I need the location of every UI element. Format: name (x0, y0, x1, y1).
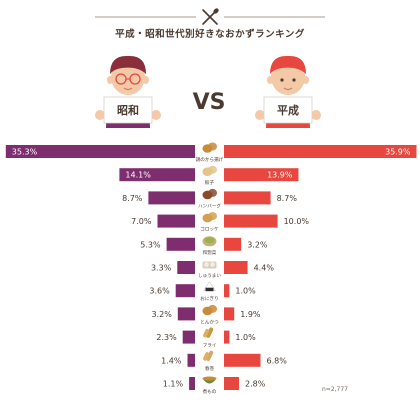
sample-size-note: n=2,777 (321, 386, 348, 393)
value-label-heisei-1: 13.9% (267, 171, 293, 180)
bar-heisei-1 (224, 168, 299, 182)
value-label-showa-0: 35.3% (12, 148, 38, 157)
bar-heisei-9 (224, 353, 261, 367)
bar-heisei-2 (224, 191, 271, 205)
value-label-heisei-7: 1.9% (240, 310, 261, 319)
karaage-icon (202, 142, 217, 153)
bar-showa-1 (119, 168, 195, 182)
value-label-showa-9: 1.4% (161, 356, 182, 365)
bar-showa-10 (189, 377, 195, 390)
fork-spoon-icon (202, 8, 219, 25)
value-label-showa-5: 3.3% (151, 264, 172, 273)
croquette-icon (202, 212, 217, 223)
value-label-heisei-4: 3.2% (247, 240, 268, 249)
showa-person-label: 昭和 (117, 103, 139, 117)
bar-showa-2 (148, 191, 195, 205)
value-label-heisei-3: 10.0% (284, 217, 310, 226)
chart-title: 平成・昭和世代別好きなおかずランキング (115, 29, 305, 40)
value-label-heisei-6: 1.0% (235, 287, 256, 296)
category-label-8: フライ (203, 343, 217, 349)
bar-showa-5 (177, 261, 195, 274)
category-label-2: ハンバーグ (198, 202, 221, 209)
bar-showa-8 (182, 330, 195, 344)
bar-heisei-7 (224, 307, 235, 321)
value-label-showa-6: 3.6% (149, 287, 170, 296)
hamburg-icon (202, 188, 217, 200)
bar-showa-7 (177, 307, 195, 321)
value-label-showa-2: 8.7% (122, 194, 143, 203)
side-dish-icon (202, 236, 217, 247)
value-label-showa-3: 7.0% (131, 217, 152, 226)
bar-heisei-4 (224, 237, 242, 251)
harumaki-icon (203, 350, 214, 362)
value-label-heisei-2: 8.7% (277, 194, 298, 203)
category-label-5: しゅうまい (198, 273, 221, 279)
bar-heisei-3 (224, 214, 278, 228)
bars-group: 35.3% 35.9% 鶏のから揚げ 14.1% 13.9% 餃子 8.7% 8.7% ハンバー… (5, 142, 417, 395)
value-label-showa-7: 3.2% (151, 310, 172, 319)
bar-heisei-0 (224, 145, 417, 158)
gyoza-icon (202, 165, 217, 176)
value-label-showa-4: 5.3% (140, 240, 161, 249)
bar-showa-0 (5, 145, 195, 158)
bar-heisei-10 (224, 377, 239, 390)
bar-heisei-5 (224, 261, 248, 274)
showa-person: 昭和 (95, 55, 161, 128)
value-label-showa-8: 2.3% (156, 333, 177, 342)
category-label-0: 鶏のから揚げ (196, 156, 224, 163)
category-label-6: おにぎり (200, 295, 218, 302)
category-label-10: 煮もの (203, 388, 217, 395)
vs-label: VS (193, 90, 226, 115)
heisei-person-label: 平成 (277, 103, 299, 117)
bar-heisei-8 (224, 330, 230, 344)
shumai-icon (202, 261, 217, 269)
category-label-3: コロッケ (200, 226, 219, 233)
fry-icon (203, 327, 214, 338)
value-label-heisei-8: 1.0% (235, 333, 256, 342)
category-label-9: 春巻 (205, 365, 215, 372)
category-label-4: 和惣菜 (203, 249, 217, 256)
value-label-heisei-9: 6.8% (267, 356, 288, 365)
category-label-7: とんかつ (200, 318, 219, 325)
value-label-heisei-0: 35.9% (385, 148, 411, 157)
value-label-heisei-10: 2.8% (245, 380, 266, 389)
value-label-showa-10: 1.1% (163, 380, 184, 389)
bar-showa-9 (187, 353, 195, 367)
bar-showa-3 (157, 214, 195, 228)
bar-showa-6 (175, 284, 195, 298)
onigiri-icon (203, 281, 216, 292)
bar-showa-4 (166, 237, 195, 251)
nimono-icon (202, 376, 217, 384)
value-label-showa-1: 14.1% (125, 171, 151, 180)
title-area: 平成・昭和世代別好きなおかずランキング (0, 0, 420, 48)
heisei-person: 平成 (255, 55, 321, 128)
category-label-1: 餃子 (205, 179, 215, 186)
bar-heisei-6 (224, 284, 230, 298)
tonkatsu-icon (202, 304, 217, 316)
value-label-heisei-5: 4.4% (254, 264, 275, 273)
